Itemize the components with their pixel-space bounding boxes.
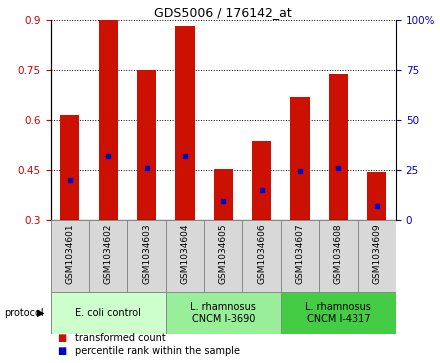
Bar	[175, 26, 194, 220]
Text: ■: ■	[57, 333, 66, 343]
Title: GDS5006 / 176142_at: GDS5006 / 176142_at	[154, 6, 292, 19]
Text: GSM1034609: GSM1034609	[372, 223, 381, 284]
Text: L. rhamnosus
CNCM I-3690: L. rhamnosus CNCM I-3690	[191, 302, 256, 324]
Bar	[51, 220, 89, 292]
Bar	[242, 220, 281, 292]
Bar	[137, 70, 156, 220]
Text: ■: ■	[57, 346, 66, 356]
Bar	[290, 97, 310, 220]
Text: GSM1034605: GSM1034605	[219, 223, 228, 284]
Text: E. coli control: E. coli control	[75, 308, 141, 318]
Text: percentile rank within the sample: percentile rank within the sample	[75, 346, 240, 356]
Bar	[51, 292, 166, 334]
Bar	[166, 220, 204, 292]
Bar	[367, 172, 386, 220]
Text: GSM1034607: GSM1034607	[296, 223, 304, 284]
Bar	[60, 115, 79, 220]
Bar	[281, 292, 396, 334]
Bar	[166, 292, 281, 334]
Text: GSM1034602: GSM1034602	[104, 223, 113, 284]
Text: GSM1034601: GSM1034601	[65, 223, 74, 284]
Text: GSM1034604: GSM1034604	[180, 223, 190, 284]
Bar	[99, 20, 118, 220]
Bar	[319, 220, 358, 292]
Text: GSM1034603: GSM1034603	[142, 223, 151, 284]
Text: transformed count: transformed count	[75, 333, 165, 343]
Bar	[214, 170, 233, 220]
Bar	[89, 220, 127, 292]
Text: GSM1034606: GSM1034606	[257, 223, 266, 284]
Text: L. rhamnosus
CNCM I-4317: L. rhamnosus CNCM I-4317	[305, 302, 371, 324]
Bar	[358, 220, 396, 292]
Bar	[329, 74, 348, 220]
Bar	[204, 220, 242, 292]
Bar	[252, 142, 271, 220]
Text: ▶: ▶	[37, 308, 45, 318]
Bar	[281, 220, 319, 292]
Bar	[127, 220, 166, 292]
Text: GSM1034608: GSM1034608	[334, 223, 343, 284]
Text: protocol: protocol	[4, 308, 44, 318]
